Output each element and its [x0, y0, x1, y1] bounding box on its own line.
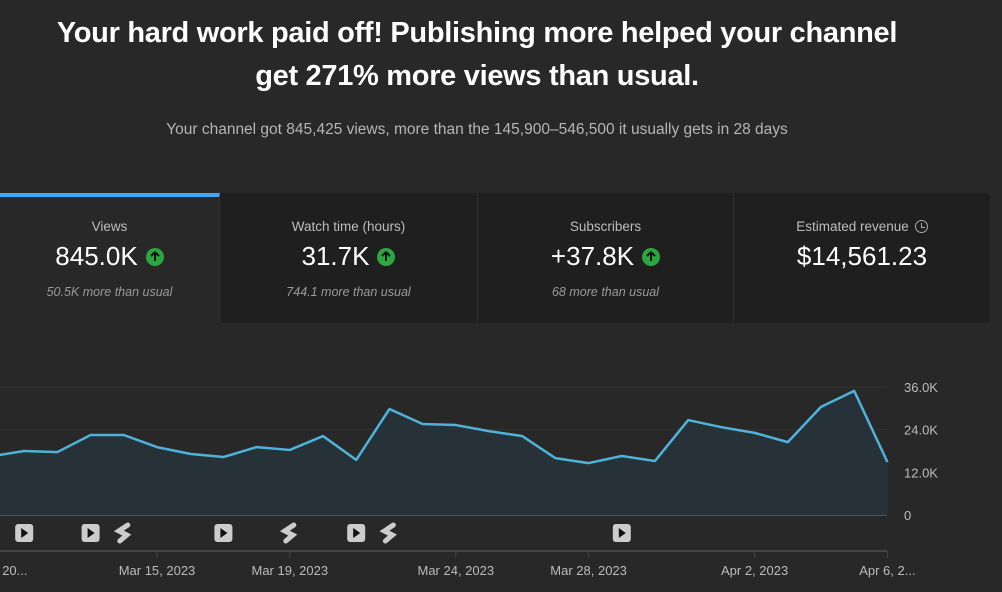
video-marker-icon	[347, 524, 366, 542]
y-tick-label: 36.0K	[904, 380, 938, 395]
x-tick-label: Apr 2, 2023	[721, 563, 788, 578]
x-tick-label: Mar 10, 20...	[0, 563, 27, 578]
card-value: 31.7K	[301, 241, 370, 271]
x-tick-label: Mar 28, 2023	[550, 563, 627, 578]
headline-line-1: Your hard work paid off! Publishing more…	[56, 17, 898, 49]
headline-line-2: get 271% more views than usual.	[255, 60, 699, 92]
card-value: $14,561.23	[796, 241, 928, 271]
card-label: Views	[91, 219, 128, 234]
headline: Your hard work paid off! Publishing more…	[0, 12, 954, 98]
play-icon	[220, 528, 228, 538]
card-label: Watch time (hours)	[291, 219, 406, 234]
metric-cards: Views 845.0K 50.5K more than usual Watch…	[0, 193, 990, 323]
x-tick-label: Apr 6, 2...	[859, 563, 915, 578]
card-note: 744.1 more than usual	[286, 285, 411, 299]
arrow-up-icon	[642, 247, 661, 266]
card-revenue[interactable]: Estimated revenue $14,561.23	[734, 193, 990, 323]
play-icon	[87, 528, 95, 538]
card-value: +37.8K	[550, 241, 635, 271]
x-tick-label: Mar 15, 2023	[119, 563, 196, 578]
y-tick-label: 0	[904, 508, 911, 523]
shorts-marker-icon	[279, 522, 298, 544]
card-note: 68 more than usual	[551, 285, 659, 299]
shorts-marker-icon	[113, 522, 132, 544]
card-note: 50.5K more than usual	[46, 285, 173, 299]
x-tick-label: Mar 24, 2023	[417, 563, 494, 578]
arrow-up-icon	[377, 247, 396, 266]
play-icon	[21, 528, 29, 538]
video-marker-icon	[612, 524, 631, 542]
card-subscribers[interactable]: Subscribers +37.8K 68 more than usual	[478, 193, 734, 323]
y-tick-label: 24.0K	[904, 423, 938, 438]
card-label: Estimated revenue	[796, 219, 909, 234]
y-tick-label: 12.0K	[904, 465, 938, 480]
shorts-marker-icon	[379, 522, 397, 544]
clock-icon[interactable]	[914, 220, 928, 233]
subtitle: Your channel got 845,425 views, more tha…	[166, 121, 788, 138]
card-label: Subscribers	[569, 219, 642, 234]
video-marker-icon	[81, 524, 100, 542]
arrow-up-icon	[145, 247, 164, 266]
card-value: 845.0K	[55, 241, 138, 271]
play-icon	[618, 528, 626, 538]
area-fill	[0, 390, 888, 515]
x-tick-label: Mar 19, 2023	[251, 563, 328, 578]
card-views[interactable]: Views 845.0K 50.5K more than usual	[0, 193, 220, 323]
video-marker-icon	[15, 524, 34, 542]
play-icon	[353, 528, 361, 538]
card-watch-time[interactable]: Watch time (hours) 31.7K 744.1 more than…	[220, 193, 478, 323]
series-line	[0, 389, 889, 465]
video-marker-icon	[214, 524, 233, 542]
